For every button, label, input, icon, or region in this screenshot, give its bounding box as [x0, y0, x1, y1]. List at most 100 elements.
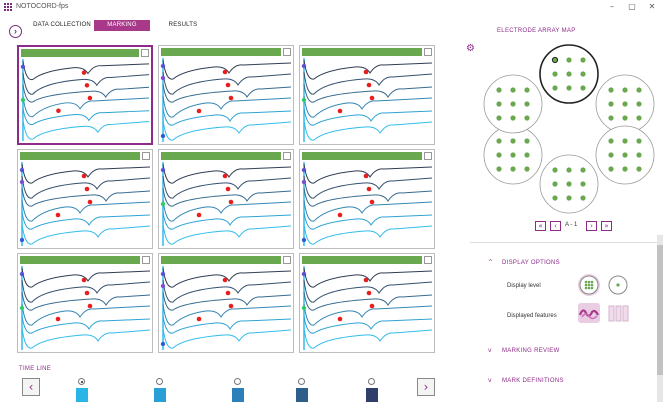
trace-line: [21, 291, 151, 311]
panel-header: [20, 152, 140, 160]
display-options-header[interactable]: ^ DISPLAY OPTIONS: [488, 259, 560, 266]
electrode-dot: [552, 181, 558, 187]
electrode-dot: [524, 115, 530, 121]
marker-dot: [225, 82, 231, 88]
timeline-radio[interactable]: [156, 378, 163, 385]
trace-line: [162, 327, 292, 349]
panel-trace-plot: [159, 160, 293, 248]
display-options-title: DISPLAY OPTIONS: [502, 260, 560, 266]
electrode-dot: [566, 85, 572, 91]
panel-checkbox[interactable]: [283, 256, 291, 264]
trace-line: [162, 107, 292, 126]
electrode-dot: [552, 167, 558, 173]
marker-dot: [222, 277, 228, 283]
trace-line: [21, 315, 151, 334]
panel-checkbox[interactable]: [142, 152, 150, 160]
trace-panel[interactable]: [17, 45, 153, 145]
marking-review-header[interactable]: v MARKING REVIEW: [488, 347, 560, 354]
timeline-next-button[interactable]: ›: [417, 378, 435, 396]
electrode-dot: [552, 85, 558, 91]
trace-line: [303, 199, 433, 222]
trace-panel[interactable]: [17, 253, 153, 353]
panel-header: [302, 152, 422, 160]
timeline-bar: [296, 388, 308, 402]
pager-next-button[interactable]: ›: [586, 221, 597, 231]
bar-feature-icon[interactable]: [607, 303, 631, 323]
timeline-radio[interactable]: [234, 378, 241, 385]
electrode-dot: [636, 166, 642, 172]
electrode-dot: [636, 152, 642, 158]
trace-panel[interactable]: [158, 149, 294, 249]
trace-line: [21, 175, 151, 199]
electrode-dot: [510, 101, 516, 107]
panel-checkbox[interactable]: [142, 256, 150, 264]
trace-panel[interactable]: [158, 253, 294, 353]
minimize-button[interactable]: –: [610, 2, 614, 11]
trace-panel[interactable]: [17, 149, 153, 249]
electrode-dot: [524, 152, 530, 158]
timeline-radio[interactable]: [368, 378, 375, 385]
panel-trace-plot: [18, 264, 152, 352]
panel-checkbox[interactable]: [283, 152, 291, 160]
scrollbar-thumb[interactable]: [657, 245, 663, 375]
tab-marking[interactable]: MARKING: [94, 20, 150, 31]
well: [595, 74, 655, 134]
electrode-dot: [608, 166, 614, 172]
marker-dot: [225, 186, 231, 192]
electrode-dot: [496, 115, 502, 121]
trace-line: [162, 119, 292, 141]
waveform-feature-icon[interactable]: [578, 303, 600, 323]
chevron-up-icon: ^: [488, 259, 494, 266]
trace-line: [21, 327, 151, 349]
trace-panel[interactable]: [299, 149, 435, 249]
marker-dot: [55, 212, 61, 218]
event-marker-dot: [20, 64, 26, 69]
electrode-dot: [551, 56, 559, 64]
nav-forward-icon[interactable]: ›: [9, 25, 22, 38]
options-scrollbar[interactable]: [657, 235, 663, 402]
event-marker-dot: [19, 237, 25, 243]
panel-checkbox[interactable]: [424, 256, 432, 264]
timeline-radio[interactable]: [298, 378, 305, 385]
timeline-prev-button[interactable]: ‹: [22, 378, 40, 396]
tab-results[interactable]: RESULTS: [168, 22, 198, 28]
trace-line: [303, 303, 433, 326]
trace-panel[interactable]: [158, 45, 294, 145]
pager-prev-button[interactable]: ‹: [550, 221, 561, 231]
electrode-dot: [636, 138, 642, 144]
trace-line: [21, 223, 151, 245]
trace-line: [22, 107, 150, 126]
display-level-electrode-icon[interactable]: [607, 274, 629, 296]
pager-first-button[interactable]: «: [535, 221, 546, 231]
gear-icon[interactable]: ⚙: [466, 43, 475, 54]
marker-dot: [363, 69, 369, 75]
electrode-dot: [580, 71, 586, 77]
panel-checkbox[interactable]: [141, 49, 149, 57]
trace-line: [22, 72, 150, 95]
panel-checkbox[interactable]: [283, 48, 291, 56]
event-marker-dot: [301, 97, 307, 103]
display-level-well-icon[interactable]: [578, 274, 600, 296]
panel-checkbox[interactable]: [424, 152, 432, 160]
electrode-dot: [608, 152, 614, 158]
panel-header: [302, 256, 422, 264]
trace-panel[interactable]: [299, 253, 435, 353]
marker-dot: [363, 277, 369, 283]
marker-dot: [369, 95, 375, 101]
maximize-button[interactable]: ▢: [628, 2, 636, 11]
panel-trace-plot: [159, 56, 293, 144]
trace-panel[interactable]: [299, 45, 435, 145]
mark-definitions-header[interactable]: v MARK DEFINITIONS: [488, 377, 564, 384]
timeline-bar: [366, 388, 378, 402]
electrode-dot: [524, 166, 530, 172]
panel-checkbox[interactable]: [424, 48, 432, 56]
electrode-dot: [496, 138, 502, 144]
panel-header: [161, 48, 281, 56]
trace-line: [162, 163, 292, 184]
tab-data-collection[interactable]: DATA COLLECTION: [33, 22, 91, 28]
marker-dot: [84, 83, 90, 88]
timeline-radio[interactable]: [78, 378, 85, 385]
close-button[interactable]: ✕: [648, 2, 656, 11]
timeline-bar: [76, 388, 88, 402]
pager-last-button[interactable]: »: [601, 221, 612, 231]
